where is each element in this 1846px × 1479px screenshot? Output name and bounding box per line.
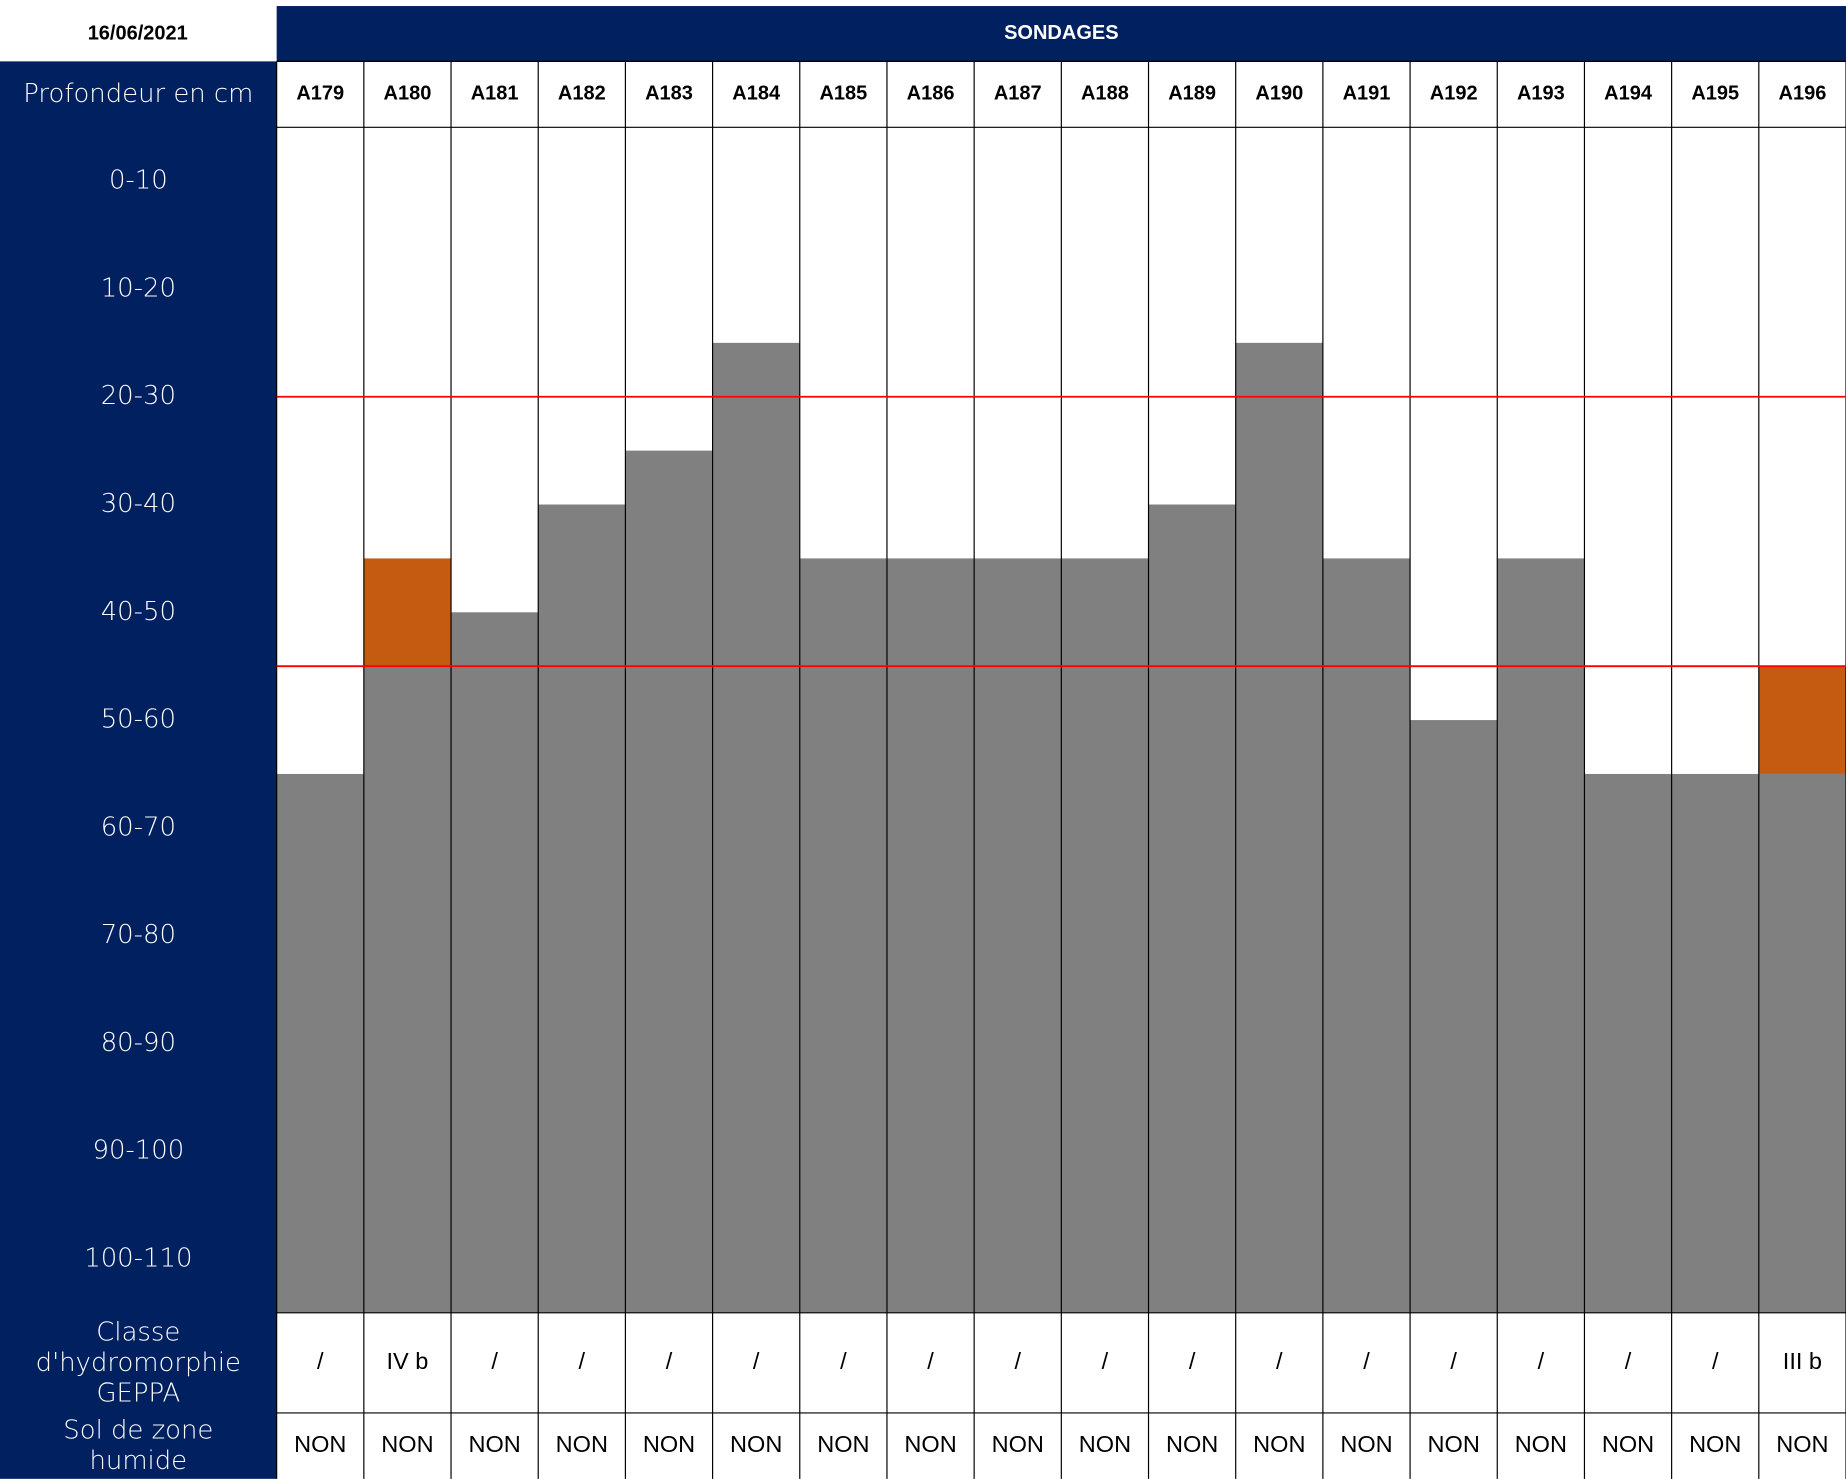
- zone-value: NON: [556, 1431, 608, 1457]
- zone-value: NON: [817, 1431, 869, 1457]
- classe-value: IV b: [387, 1348, 429, 1374]
- zone-value: NON: [294, 1431, 346, 1457]
- zone-value: NON: [1166, 1431, 1218, 1457]
- header-title: SONDAGES: [1004, 22, 1118, 44]
- zone-value: NON: [643, 1431, 695, 1457]
- column-name: A192: [1430, 83, 1478, 105]
- soil: [1061, 558, 1149, 1313]
- classe-value: /: [1712, 1348, 1719, 1374]
- classe-value: III b: [1783, 1348, 1822, 1374]
- zone-value: NON: [381, 1431, 433, 1457]
- column-name: A184: [732, 83, 781, 105]
- column-name: A196: [1779, 83, 1827, 105]
- classe-value: /: [1102, 1348, 1109, 1374]
- zone-value: NON: [1340, 1431, 1392, 1457]
- left-band: [0, 61, 277, 1479]
- zone-value: NON: [1079, 1431, 1131, 1457]
- column-name: A181: [471, 83, 519, 105]
- zone-label-line: humide: [90, 1446, 188, 1476]
- classe-value: /: [491, 1348, 498, 1374]
- depth-label: 100-110: [84, 1243, 192, 1273]
- classe-value: /: [317, 1348, 324, 1374]
- column-name: A186: [907, 83, 955, 105]
- soil: [886, 558, 975, 1313]
- zone-value: NON: [1689, 1431, 1741, 1457]
- classe-value: /: [1450, 1348, 1457, 1374]
- soil: [625, 450, 713, 1313]
- classe-value: /: [753, 1348, 760, 1374]
- zone-value: NON: [904, 1431, 956, 1457]
- column-name: A188: [1081, 83, 1129, 105]
- soil: [974, 558, 1062, 1313]
- classe-label-line: GEPPA: [96, 1378, 180, 1408]
- depth-label: 40-50: [101, 597, 176, 627]
- date: 16/06/2021: [88, 23, 188, 45]
- soil: [451, 612, 539, 1313]
- zone-value: NON: [1602, 1431, 1654, 1457]
- column-name: A191: [1343, 83, 1391, 105]
- classe-value: /: [1625, 1348, 1632, 1374]
- zone-value: NON: [1515, 1431, 1567, 1457]
- depth-label: 20-30: [101, 381, 176, 411]
- classe-value: /: [579, 1348, 586, 1374]
- column-name: A179: [296, 83, 344, 105]
- soil: [1148, 504, 1236, 1313]
- classe-value: /: [1276, 1348, 1283, 1374]
- depth-label: 0-10: [109, 166, 168, 196]
- zone-value: NON: [1776, 1431, 1828, 1457]
- zone-label-line: Sol de zone: [63, 1415, 213, 1445]
- zone-value: NON: [1253, 1431, 1305, 1457]
- soil: [1235, 342, 1323, 1313]
- hydromorphic-trace: [1758, 666, 1846, 774]
- column-name: A185: [819, 83, 867, 105]
- depth-label: 10-20: [101, 273, 176, 303]
- classe-value: /: [1363, 1348, 1370, 1374]
- depth-label: 70-80: [101, 920, 176, 950]
- zone-label: Sol de zone humide: [63, 1415, 213, 1476]
- zone-value: NON: [992, 1431, 1044, 1457]
- depth-label: 30-40: [101, 489, 176, 519]
- row-label: Profondeur en cm: [23, 79, 253, 109]
- classe-value: /: [1014, 1348, 1021, 1374]
- column-name: A193: [1517, 83, 1565, 105]
- classe-label: Classe d'hydromorphie GEPPA: [36, 1317, 241, 1408]
- depth-label: 90-100: [92, 1136, 184, 1166]
- column-name: A190: [1255, 83, 1303, 105]
- header-band: [276, 6, 1846, 62]
- classe-value: /: [1538, 1348, 1545, 1374]
- hydromorphic-trace: [363, 558, 452, 667]
- depth-label: 60-70: [101, 812, 176, 842]
- column-name: A183: [645, 83, 693, 105]
- zone-value: NON: [468, 1431, 520, 1457]
- soil: [799, 558, 887, 1313]
- soil: [1322, 558, 1411, 1313]
- classe-value: /: [927, 1348, 934, 1374]
- column-name: A180: [384, 83, 432, 105]
- classe-label-line: Classe: [96, 1317, 180, 1347]
- soil: [1758, 773, 1846, 1313]
- column-name: A187: [994, 83, 1042, 105]
- soil: [1584, 773, 1672, 1313]
- column-name: A195: [1691, 83, 1739, 105]
- soil: [1410, 720, 1498, 1313]
- soil: [276, 773, 364, 1313]
- classe-value: /: [840, 1348, 847, 1374]
- soil: [1671, 773, 1759, 1313]
- soil: [363, 666, 452, 1313]
- column-name: A182: [558, 83, 606, 105]
- soil: [1497, 558, 1585, 1313]
- column-name: A194: [1604, 83, 1653, 105]
- classe-label-line: d'hydromorphie: [36, 1347, 241, 1377]
- classe-value: /: [666, 1348, 673, 1374]
- column-name: A189: [1168, 83, 1216, 105]
- soil: [538, 504, 626, 1313]
- zone-value: NON: [730, 1431, 782, 1457]
- soil: [712, 342, 800, 1313]
- classe-value: /: [1189, 1348, 1196, 1374]
- zone-value: NON: [1428, 1431, 1480, 1457]
- depth-label: 50-60: [101, 705, 176, 735]
- depth-label: 80-90: [101, 1028, 176, 1058]
